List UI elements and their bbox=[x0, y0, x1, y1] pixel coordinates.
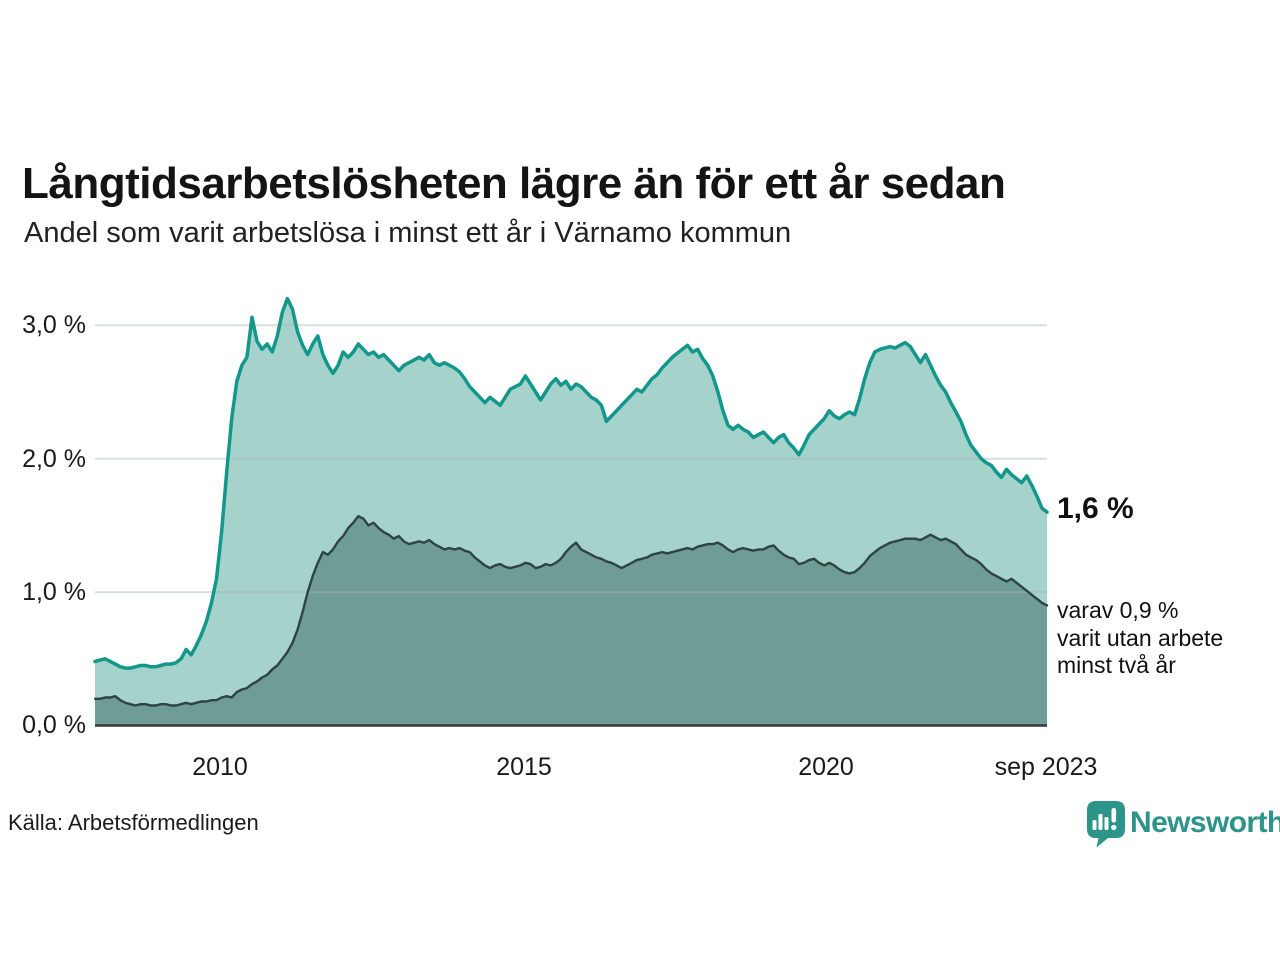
note-line-2: varit utan arbete bbox=[1057, 624, 1224, 651]
page-title: Långtidsarbetslösheten lägre än för ett … bbox=[22, 159, 1006, 209]
y-tick-label-3: 3,0 % bbox=[22, 311, 86, 339]
y-tick-label-1: 1,0 % bbox=[22, 578, 86, 606]
exclamation-dot bbox=[1111, 824, 1117, 831]
bar-chart-glyph bbox=[1092, 808, 1117, 831]
y-tick-label-0: 0,0 % bbox=[22, 711, 86, 739]
newsworthy-logo-text: Newsworthy bbox=[1130, 806, 1280, 839]
series-0-line bbox=[93, 296, 1049, 670]
series-1-area bbox=[95, 516, 1047, 726]
newsworthy-logo[interactable]: Newsworthy bbox=[1086, 800, 1280, 850]
exclamation-stem bbox=[1111, 808, 1117, 823]
note-line-1: varav 0,9 % bbox=[1057, 597, 1179, 623]
note-line-3: minst två år bbox=[1057, 652, 1176, 678]
end-value-annotation: 1,6 % bbox=[1057, 492, 1134, 525]
y-tick-label-2: 2,0 % bbox=[22, 445, 86, 473]
x-tick-label-2020: 2020 bbox=[798, 753, 854, 781]
series-1-line bbox=[93, 514, 1049, 707]
x-tick-label-2015: 2015 bbox=[496, 753, 552, 781]
newsworthy-logo-icon bbox=[1087, 801, 1125, 848]
x-tick-label-2010: 2010 bbox=[192, 753, 248, 781]
x-tick-label-sep-2023: sep 2023 bbox=[994, 753, 1098, 781]
series-note-annotation: varav 0,9 % varit utan arbete minst två … bbox=[1057, 597, 1223, 680]
source-label: Källa: Arbetsförmedlingen bbox=[8, 810, 259, 835]
page-subtitle: Andel som varit arbetslösa i minst ett å… bbox=[24, 217, 792, 249]
